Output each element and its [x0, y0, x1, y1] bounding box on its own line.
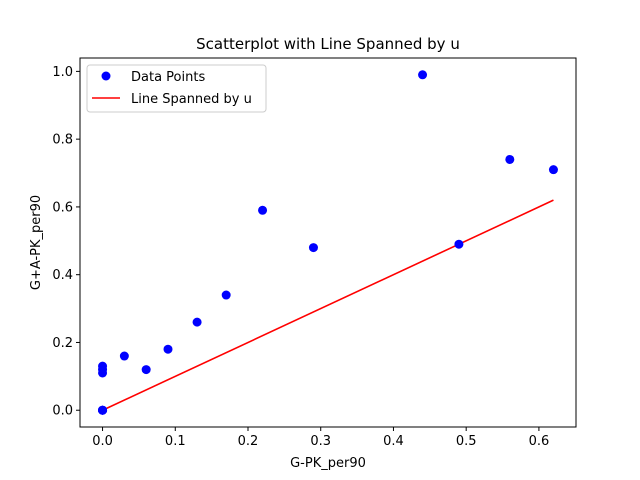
data-point-10 [192, 317, 202, 327]
data-point-7 [119, 351, 129, 361]
data-point-16 [505, 154, 515, 164]
x-tick-label: 0.0 [92, 434, 113, 449]
data-point-9 [163, 344, 173, 354]
x-tick-label: 0.3 [310, 434, 331, 449]
y-tick-label: 0.2 [52, 336, 73, 351]
data-point-13 [308, 243, 318, 253]
line-spanned-by-u [102, 199, 554, 411]
legend-label-line: Line Spanned by u [131, 92, 252, 107]
legend-marker-data-points [101, 71, 111, 81]
data-point-8 [141, 365, 151, 375]
data-point-3 [98, 405, 108, 415]
x-tick-label: 0.2 [238, 434, 259, 449]
y-tick-label: 1.0 [52, 65, 73, 80]
y-tick-label: 0.0 [52, 404, 73, 419]
line-series-group [102, 199, 554, 411]
chart-title: Scatterplot with Line Spanned by u [196, 35, 460, 53]
legend-label-data-points: Data Points [131, 70, 205, 85]
data-point-11 [221, 290, 231, 300]
y-tick-label: 0.6 [52, 200, 73, 215]
legend-box [86, 64, 267, 113]
x-tick-label: 0.5 [456, 434, 477, 449]
x-tick-label: 0.4 [383, 434, 404, 449]
x-tick-label: 0.6 [529, 434, 550, 449]
y-axis-label: G+A-PK_per90 [29, 195, 44, 290]
points-group [98, 70, 558, 415]
y-tick-label: 0.8 [52, 133, 73, 148]
x-axis-label: G-PK_per90 [290, 456, 366, 471]
data-point-14 [418, 70, 428, 80]
y-tick-label: 0.4 [52, 268, 73, 283]
data-point-6 [98, 361, 108, 371]
plot-frame [79, 57, 577, 428]
plot-area [80, 58, 576, 427]
x-axis-ticks: 0.0 0.1 0.2 0.3 0.4 0.5 0.6 [92, 427, 549, 449]
legend: Data Points Line Spanned by u [86, 64, 267, 113]
data-point-12 [258, 205, 268, 215]
data-point-17 [548, 165, 558, 175]
y-axis-ticks: 0.0 0.2 0.4 0.6 0.8 1.0 [52, 65, 80, 419]
data-point-15 [454, 239, 464, 249]
x-tick-label: 0.1 [165, 434, 186, 449]
